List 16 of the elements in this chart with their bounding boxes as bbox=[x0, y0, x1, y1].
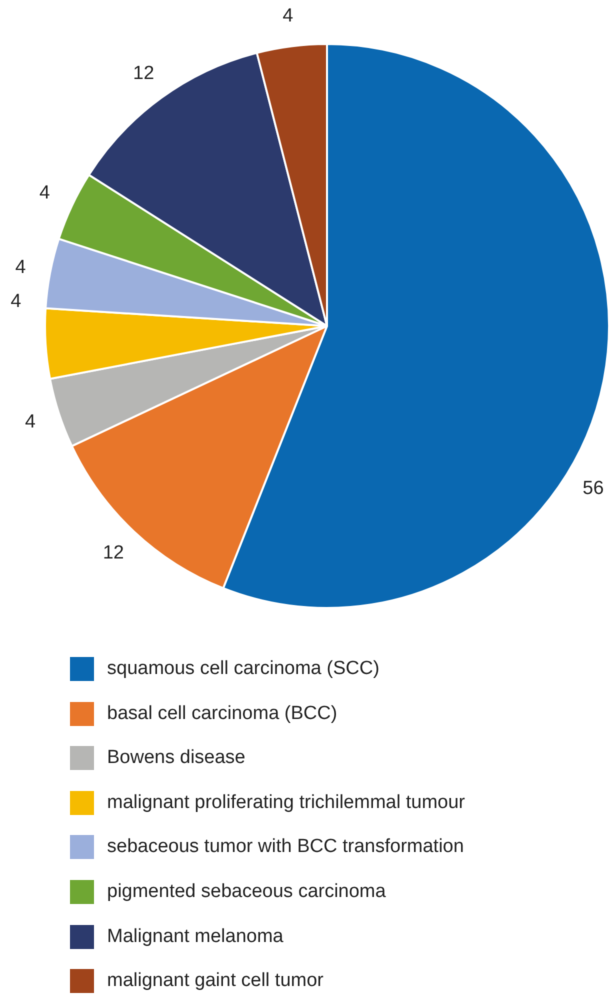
legend-label: malignant proliferating trichilemmal tumour bbox=[107, 792, 465, 814]
legend-label: pigmented sebaceous carcinoma bbox=[107, 880, 386, 903]
legend-label: sebaceous tumor with BCC transformation bbox=[107, 836, 464, 858]
data-label: 12 bbox=[133, 62, 154, 84]
legend-label: malignant gaint cell tumor bbox=[107, 970, 324, 992]
data-label: 4 bbox=[24, 412, 36, 433]
data-label: 56 bbox=[582, 478, 604, 499]
legend-label: Bowens disease bbox=[107, 747, 246, 770]
data-label: 4 bbox=[282, 6, 294, 27]
data-label: 4 bbox=[15, 256, 26, 278]
data-label: 4 bbox=[10, 291, 22, 312]
legend-label: basal cell carcinoma (BCC) bbox=[107, 702, 338, 725]
legend-label: Malignant melanoma bbox=[107, 926, 284, 948]
data-label: 4 bbox=[39, 182, 50, 204]
legend-label: squamous cell carcinoma (SCC) bbox=[107, 658, 380, 680]
data-label: 12 bbox=[102, 542, 124, 564]
